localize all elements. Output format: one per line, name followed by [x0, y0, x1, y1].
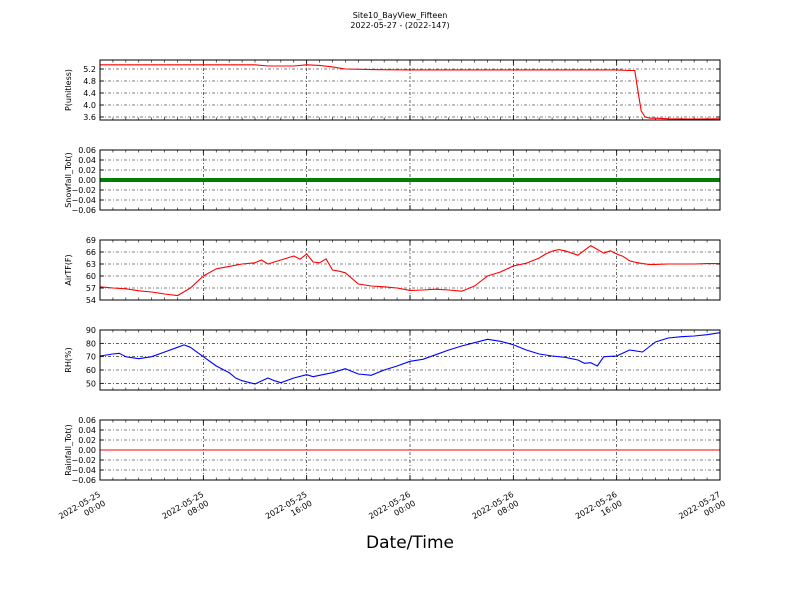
y-tick-label: 0.04 [78, 426, 96, 435]
plot-frame [99, 419, 721, 481]
plot-frame [99, 59, 721, 121]
series-line [99, 332, 721, 385]
y-tick-label: 57 [86, 284, 96, 293]
y-tick-label: 80 [86, 339, 96, 348]
panel-4: 50 60 70 80 90 RH(%) [64, 326, 721, 391]
panel-3: 54 57 60 63 66 69 AirTF(F) [64, 236, 721, 305]
panel-5: −0.06−0.04−0.020.000.020.040.06 Rainfall_… [64, 416, 721, 485]
plot-frame [99, 239, 721, 301]
x-tick-label: 2022-05-2700:00 [677, 490, 727, 530]
y-tick-label: 0.02 [78, 436, 96, 445]
x-tick-label: 2022-05-2500:00 [57, 490, 107, 530]
y-axis-label: RH(%) [64, 347, 73, 372]
panel-2: −0.06−0.04−0.020.000.020.040.06 Snowfall_… [64, 146, 721, 215]
y-axis-label: Snowfall_Tot() [64, 152, 73, 208]
series-line [99, 245, 720, 297]
y-tick-label: −0.06 [71, 206, 96, 215]
y-tick-label: 0.02 [78, 166, 96, 175]
y-axis-label: AirTF(F) [64, 254, 73, 285]
y-tick-label: 0.06 [78, 416, 96, 425]
y-tick-label: 4.8 [83, 77, 96, 86]
x-tick-label: 2022-05-2600:00 [367, 490, 417, 530]
y-tick-label: 4.0 [83, 101, 96, 110]
y-tick-label: 60 [86, 366, 96, 375]
y-tick-label: 0.00 [78, 446, 96, 455]
x-tick-label: 2022-05-2616:00 [574, 490, 624, 530]
y-tick-label: −0.02 [71, 456, 96, 465]
y-tick-label: 60 [86, 272, 96, 281]
y-tick-label: 90 [86, 326, 96, 335]
y-tick-label: 69 [86, 236, 96, 245]
y-tick-label: 63 [86, 260, 96, 269]
x-tick-label: 2022-05-2508:00 [161, 490, 211, 530]
series-line [100, 64, 721, 120]
plot-frame [99, 329, 721, 391]
panel-1: 3.6 4.0 4.4 4.8 5.2 P(unitless) [64, 59, 721, 122]
plot-frame [99, 149, 721, 211]
y-axis-label: P(unitless) [64, 69, 73, 111]
x-tick-label: 2022-05-2516:00 [264, 490, 314, 530]
y-tick-label: 3.6 [83, 113, 96, 122]
figure-title: Site10_BayView_Fifteen [352, 11, 448, 20]
x-tick-label: 2022-05-2608:00 [471, 490, 521, 530]
y-tick-label: 50 [86, 379, 96, 388]
y-tick-label: 0.04 [78, 156, 96, 165]
y-tick-label: 0.06 [78, 146, 96, 155]
y-tick-label: −0.04 [71, 196, 96, 205]
y-tick-label: −0.06 [71, 476, 96, 485]
y-axis-label: Rainfall_Tot() [64, 424, 73, 476]
x-axis-label: Date/Time [366, 533, 454, 553]
y-tick-label: −0.02 [71, 186, 96, 195]
y-tick-label: 5.2 [83, 65, 96, 74]
y-tick-label: 0.00 [78, 176, 96, 185]
y-tick-label: 4.4 [83, 89, 96, 98]
figure-subtitle: 2022-05-27 - (2022-147) [350, 21, 450, 30]
y-tick-label: 54 [86, 296, 96, 305]
y-tick-label: 66 [86, 248, 96, 257]
y-tick-label: −0.04 [71, 466, 96, 475]
y-tick-label: 70 [86, 353, 96, 362]
